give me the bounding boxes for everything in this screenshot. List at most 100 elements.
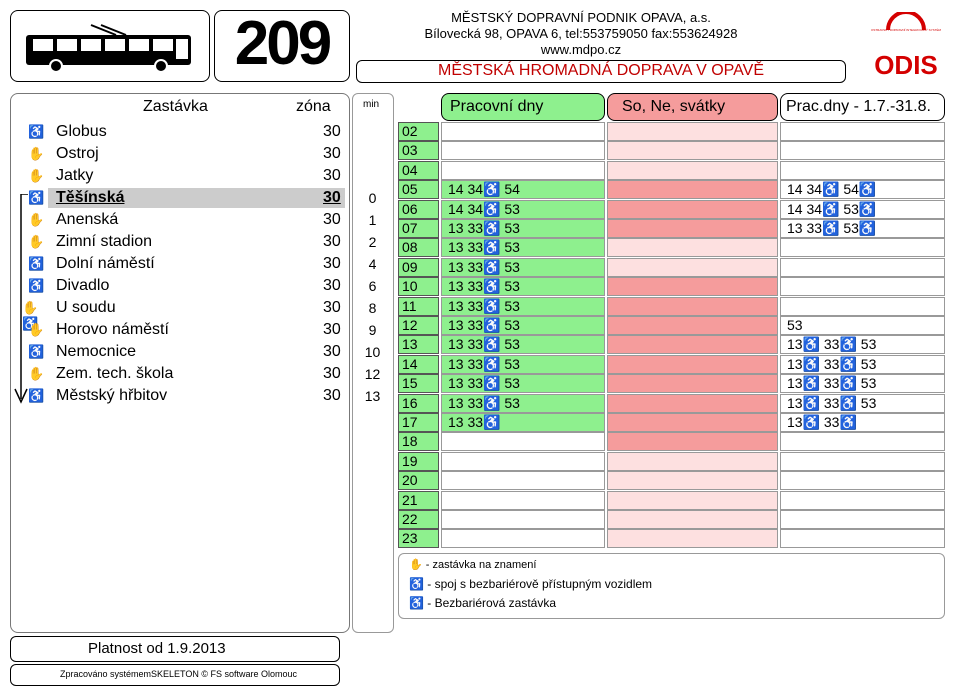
header-weekends-cell: So, Ne, svátky [607,93,778,121]
hour-cell: 14 [398,355,439,374]
weekend-times [607,452,778,471]
min-value: 12 [364,366,381,382]
weekday-times [441,510,605,529]
stop-row: ✋ Horovo náměstí 30 [28,321,341,338]
holiday-times: 13 33♿ 53♿ [780,219,945,238]
hour-cell: 05 [398,180,439,199]
stop-row: ✋ Zimní stadion 30 [28,233,341,250]
footer-credit: Zpracováno systémemSKELETON © FS softwar… [60,669,298,679]
direction-arrow-icon [14,194,28,404]
min-value: 1 [368,212,377,228]
weekday-times: 13 33♿ 53 [441,219,605,238]
legend: ✋ - zastávka na znamení ♿ - spoj s bezba… [398,553,945,619]
odis-tagline: OSTRAVSKÝ DOPRAVNÍ INTEGROVANÝ SYSTÉM [870,28,941,32]
holiday-times: 53 [780,316,945,335]
min-value: 6 [368,278,377,294]
hour-cell: 21 [398,491,439,510]
stops-panel [10,93,350,633]
header-weekdays: Pracovní dny [450,98,544,115]
company-name: MĚSTSKÝ DOPRAVNÍ PODNIK OPAVA, a.s. [451,10,711,25]
holiday-times [780,141,945,160]
weekday-times: 14 34♿ 53 [441,200,605,219]
wheelchair-blue-icon: ♿ [409,577,424,591]
wheelchair-red-icon: ♿ [28,344,45,359]
legend-item: ✋ - zastávka na znamení [409,559,537,571]
holiday-times: 13♿ 33♿ 53 [780,335,945,354]
hour-cell: 09 [398,258,439,277]
header-holiday-cell: Prac.dny - 1.7.-31.8. [780,93,945,121]
weekday-times: 14 34♿ 54 [441,180,605,199]
weekday-times [441,471,605,490]
hour-cell: 03 [398,141,439,160]
wheelchair-red-icon: ♿ [28,256,45,271]
trolleybus-icon [26,24,191,73]
bus-logo-box [10,10,210,82]
weekend-times [607,355,778,374]
holiday-times [780,452,945,471]
hour-cell: 13 [398,335,439,354]
hour-cell: 19 [398,452,439,471]
request-stop-wheelchair-icon: ✋♿ [22,300,39,331]
min-value: 4 [368,256,377,272]
stop-row: ♿ Divadlo 30 [28,277,341,294]
stop-row: ✋ Jatky 30 [28,167,341,184]
weekend-times [607,180,778,199]
weekday-times: 13 33♿ 53 [441,258,605,277]
mhd-banner [356,60,846,83]
route-number: 209 [234,9,332,78]
hour-cell: 18 [398,432,439,451]
weekday-times: 13 33♿ 53 [441,277,605,296]
weekend-times [607,510,778,529]
hour-cell: 10 [398,277,439,296]
company-web: www.mdpo.cz [540,42,622,57]
footer-box [10,664,340,686]
weekend-times [607,529,778,548]
holiday-times [780,432,945,451]
request-stop-icon: ✋ [28,168,45,183]
request-stop-icon: ✋ [28,234,45,249]
weekday-times: 13 33♿ 53 [441,394,605,413]
weekday-times: 13 33♿ [441,413,605,432]
holiday-times [780,122,945,141]
header-holiday: Prac.dny - 1.7.-31.8. [786,98,931,115]
svg-text:ODIS: ODIS [874,50,938,80]
weekend-times [607,413,778,432]
weekday-times: 13 33♿ 53 [441,374,605,393]
hour-cell: 22 [398,510,439,529]
holiday-times [780,277,945,296]
stop-row-current: ♿ Těšínská 30 [28,189,341,206]
stop-row: ✋ Ostroj 30 [28,145,341,162]
odis-logo-icon: ODIS [874,10,938,80]
mhd-banner-text: MĚSTSKÁ HROMADNÁ DOPRAVA V OPAVĚ [438,62,764,79]
weekday-times [441,122,605,141]
legend-item: ♿ - spoj s bezbariérově přístupným vozid… [409,577,653,591]
weekend-times [607,491,778,510]
hour-cell: 06 [398,200,439,219]
company-address: Bílovecká 98, OPAVA 6, tel:553759050 fax… [424,26,738,41]
hour-cell: 17 [398,413,439,432]
holiday-times: 13♿ 33♿ [780,413,945,432]
weekend-times [607,471,778,490]
min-column [352,93,394,633]
min-value: 13 [364,388,381,404]
weekday-times [441,432,605,451]
hour-cell: 20 [398,471,439,490]
hour-cell: 08 [398,238,439,257]
request-stop-icon: ✋ [28,366,45,381]
request-stop-icon: ✋ [28,146,45,161]
holiday-times: 13♿ 33♿ 53 [780,374,945,393]
weekday-times: 13 33♿ 53 [441,355,605,374]
weekend-times [607,297,778,316]
weekend-times [607,277,778,296]
weekend-times [607,200,778,219]
holiday-times [780,471,945,490]
weekend-times [607,374,778,393]
weekend-times [607,335,778,354]
holiday-times [780,510,945,529]
wheelchair-red-icon: ♿ [28,190,45,205]
holiday-times [780,297,945,316]
stop-row: ♿ Nemocnice 30 [28,343,341,360]
wheelchair-red-icon: ♿ [409,596,424,610]
weekday-times [441,529,605,548]
request-stop-icon: ✋ [409,559,423,571]
